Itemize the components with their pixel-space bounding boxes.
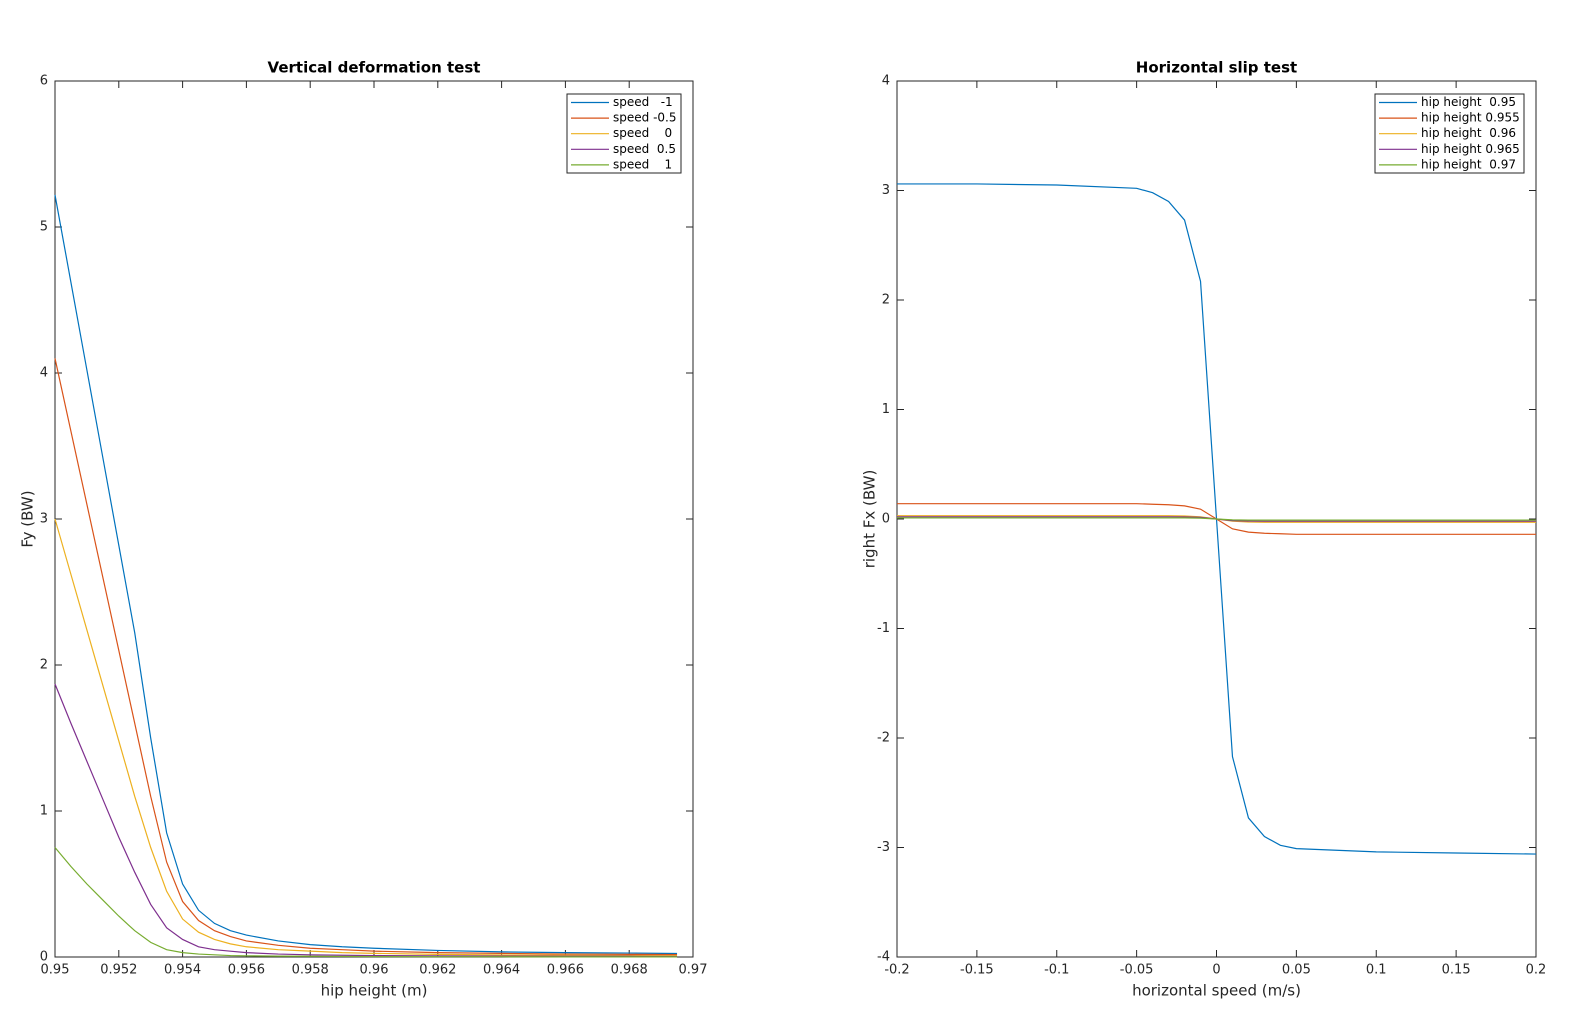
y-tick-label: 2 [882,293,890,308]
x-axis-label: hip height (m) [321,982,428,1000]
series-line [54,194,678,955]
chart-title: Horizontal slip test [1136,59,1297,77]
x-tick-label: -0.05 [1120,963,1154,978]
y-axis-label: Fy (BW) [19,490,37,547]
series-line [54,358,678,956]
x-tick-label: 0.15 [1442,963,1471,978]
x-tick-label: 0.97 [679,963,708,978]
chart-title: Vertical deformation test [268,59,481,77]
legend-label: hip height 0.95 [1421,95,1516,109]
x-tick-label: 0.954 [164,963,201,978]
legend-label: speed -0.5 [613,111,676,125]
legend-label: hip height 0.955 [1421,111,1520,125]
x-tick-label: 0.96 [360,963,389,978]
x-tick-label: -0.2 [884,963,909,978]
y-tick-label: 4 [40,366,48,381]
x-tick-label: 0 [1212,963,1220,978]
y-tick-label: 1 [882,402,890,417]
x-tick-label: 0.966 [547,963,584,978]
y-tick-label: 1 [40,804,48,819]
x-tick-label: 0.952 [100,963,137,978]
x-tick-label: 0.95 [41,963,70,978]
y-axis-label: right Fx (BW) [861,470,879,569]
series-line [54,518,678,957]
y-tick-label: -3 [877,840,890,855]
x-tick-label: 0.968 [611,963,648,978]
y-tick-label: -4 [877,950,890,965]
y-tick-label: -1 [877,621,890,636]
legend-label: hip height 0.965 [1421,142,1520,156]
x-tick-label: -0.1 [1044,963,1069,978]
y-tick-label: 2 [40,658,48,673]
axes: Horizontal slip test horizontal speed (m/… [861,59,1547,1000]
legend-label: speed 0 [613,126,672,140]
series-line [897,517,1536,521]
x-tick-label: 0.1 [1366,963,1387,978]
series-line [54,847,678,958]
legend-label: speed -1 [613,95,673,109]
x-tick-label: 0.956 [228,963,265,978]
legend-label: hip height 0.96 [1421,126,1516,140]
y-tick-label: 3 [882,183,890,198]
y-tick-label: 4 [882,74,890,89]
x-tick-label: 0.05 [1282,963,1311,978]
legend-label: hip height 0.97 [1421,157,1516,171]
legend-label: speed 1 [613,157,672,171]
y-tick-label: 3 [40,512,48,527]
x-tick-label: -0.15 [960,963,994,978]
y-tick-label: 6 [40,74,48,89]
x-tick-label: 0.964 [483,963,520,978]
series-line [54,683,678,958]
x-tick-label: 0.958 [292,963,329,978]
x-axis-label: horizontal speed (m/s) [1132,982,1301,1000]
y-tick-label: 0 [882,512,890,527]
x-tick-label: 0.2 [1526,963,1547,978]
legend-box [566,93,682,174]
plot-area [54,80,694,958]
y-tick-label: -2 [877,731,890,746]
y-tick-label: 5 [40,220,48,235]
axes: Vertical deformation test hip height (m) F… [19,59,708,1000]
legend-label: speed 0.5 [613,142,676,156]
x-tick-label: 0.962 [419,963,456,978]
y-tick-label: 0 [40,950,48,965]
